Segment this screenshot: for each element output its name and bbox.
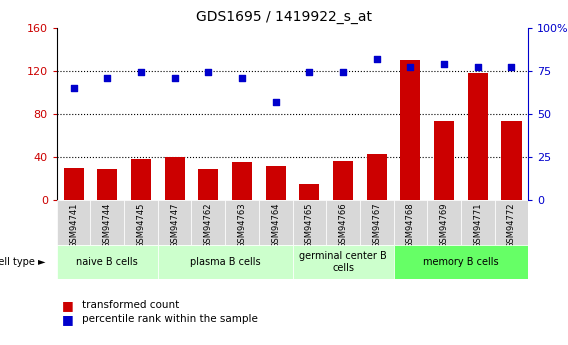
Text: cell type ►: cell type ► (0, 257, 45, 267)
Bar (97, 169, 118, 200)
Text: GSM94765: GSM94765 (305, 202, 314, 248)
Text: memory B cells: memory B cells (423, 257, 499, 267)
Bar (394, 245, 528, 279)
Text: GSM94772: GSM94772 (507, 202, 516, 248)
Text: ■: ■ (62, 313, 78, 326)
Text: GSM94744: GSM94744 (103, 202, 112, 248)
Text: GSM94768: GSM94768 (406, 202, 415, 248)
Text: GSM94767: GSM94767 (372, 202, 381, 248)
Point (339, 70, 348, 75)
Bar (394, 200, 427, 245)
Bar (57, 245, 158, 279)
Bar (158, 245, 293, 279)
Bar (57, 200, 90, 245)
Bar (461, 200, 495, 245)
Bar (158, 200, 191, 245)
Point (237, 75, 247, 80)
Point (372, 56, 381, 61)
Text: GSM94763: GSM94763 (237, 202, 247, 248)
Bar (191, 200, 225, 245)
Bar (225, 200, 259, 245)
Bar (124, 200, 158, 245)
Text: GSM94747: GSM94747 (170, 202, 179, 248)
Point (305, 70, 314, 75)
Text: germinal center B
cells: germinal center B cells (299, 252, 387, 273)
Bar (131, 159, 151, 200)
Bar (467, 73, 488, 200)
Point (136, 70, 145, 75)
Text: GDS1695 / 1419922_s_at: GDS1695 / 1419922_s_at (196, 10, 372, 24)
Bar (366, 154, 387, 200)
Bar (434, 121, 454, 200)
Text: GSM94766: GSM94766 (339, 202, 348, 248)
Point (440, 61, 449, 67)
Text: GSM94771: GSM94771 (473, 202, 482, 248)
Text: GSM94764: GSM94764 (271, 202, 280, 248)
Bar (333, 161, 353, 200)
Point (507, 65, 516, 70)
Bar (427, 200, 461, 245)
Bar (165, 157, 185, 200)
Bar (266, 166, 286, 200)
Bar (232, 162, 252, 200)
Bar (259, 200, 293, 245)
Bar (293, 245, 394, 279)
Text: naive B cells: naive B cells (77, 257, 138, 267)
Text: plasma B cells: plasma B cells (190, 257, 261, 267)
Text: ■: ■ (62, 299, 78, 312)
Bar (198, 169, 219, 200)
Point (69, 85, 78, 91)
Bar (64, 168, 83, 200)
Bar (326, 200, 360, 245)
Bar (360, 200, 394, 245)
Bar (502, 121, 521, 200)
Text: GSM94741: GSM94741 (69, 202, 78, 248)
Text: GSM94769: GSM94769 (440, 202, 449, 248)
Point (271, 99, 280, 105)
Text: GSM94745: GSM94745 (136, 202, 145, 248)
Bar (495, 200, 528, 245)
Text: transformed count: transformed count (82, 300, 179, 310)
Bar (90, 200, 124, 245)
Text: GSM94762: GSM94762 (204, 202, 213, 248)
Point (170, 75, 179, 80)
Text: percentile rank within the sample: percentile rank within the sample (82, 314, 258, 324)
Bar (400, 60, 420, 200)
Point (204, 70, 213, 75)
Point (473, 65, 482, 70)
Bar (299, 184, 319, 200)
Point (103, 75, 112, 80)
Bar (293, 200, 326, 245)
Point (406, 65, 415, 70)
